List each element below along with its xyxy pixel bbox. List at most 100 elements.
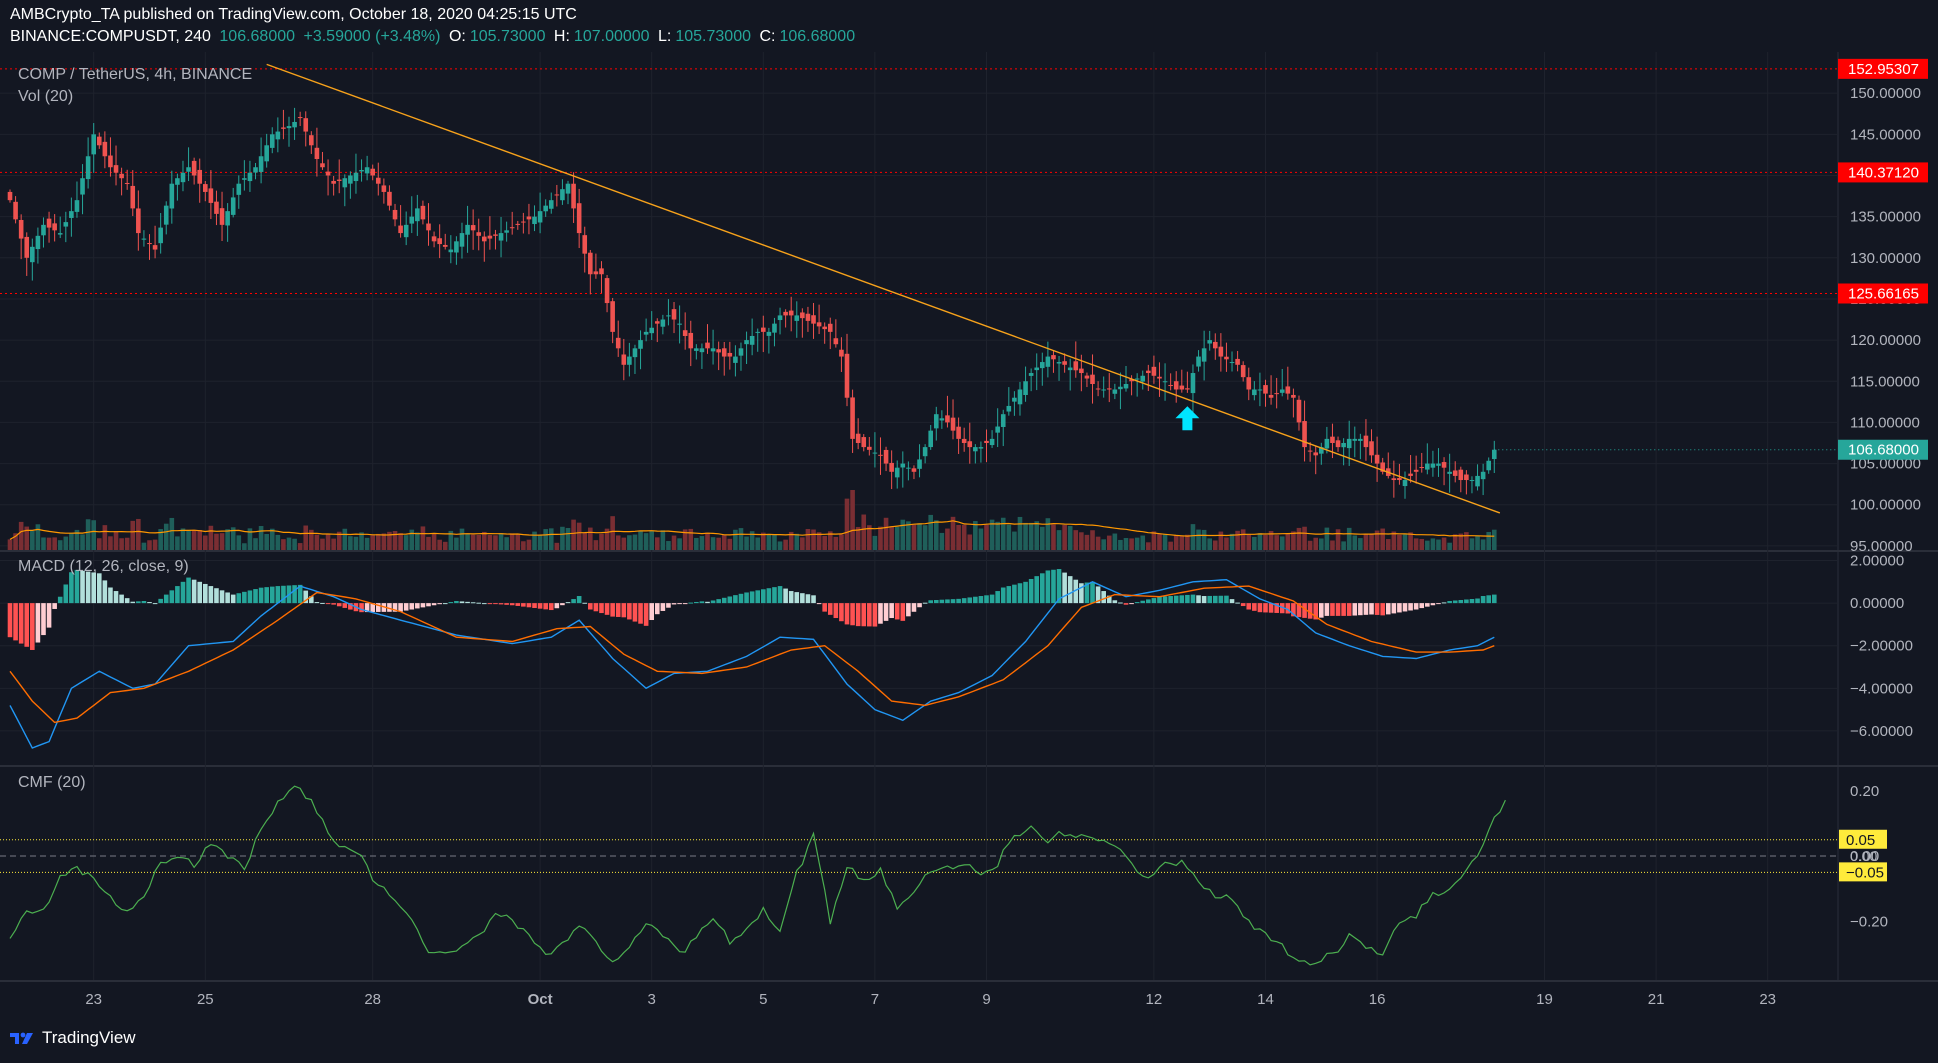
volume-bar	[420, 526, 426, 550]
candle-body	[1447, 471, 1452, 474]
volume-bar	[136, 518, 141, 550]
macd-histogram-bar	[74, 569, 80, 604]
candle-body	[1235, 358, 1240, 365]
candle-body	[861, 437, 867, 448]
candle-body	[906, 467, 911, 469]
volume-bar	[191, 529, 197, 550]
candle-body	[1106, 388, 1112, 390]
macd-histogram-bar	[822, 603, 827, 612]
macd-histogram-bar	[593, 603, 599, 612]
candle-body	[1296, 399, 1302, 423]
volume-bar	[1413, 538, 1419, 550]
candle-body	[1196, 356, 1201, 367]
volume-bar	[242, 543, 247, 550]
candle-body	[850, 397, 855, 439]
volume-bar	[24, 526, 30, 550]
volume-bar	[465, 533, 470, 550]
macd-histogram-bar	[1168, 596, 1173, 604]
cmf-pane[interactable]	[0, 785, 1838, 966]
volume-bar	[1385, 539, 1391, 550]
volume-bar	[381, 533, 387, 550]
macd-histogram-bar	[576, 596, 582, 604]
volume-bar	[509, 533, 515, 550]
candle-body	[1240, 365, 1246, 378]
candle-body	[130, 185, 136, 209]
volume-bar	[275, 534, 281, 550]
macd-histogram-bar	[247, 590, 253, 604]
macd-histogram-bar	[917, 603, 922, 608]
candle-body	[1246, 377, 1252, 390]
candle-body	[660, 319, 666, 327]
volume-bar	[102, 525, 108, 550]
macd-histogram-bar	[1268, 603, 1274, 613]
candle-body	[258, 156, 264, 172]
candle-body	[1134, 378, 1140, 380]
volume-bar	[348, 536, 353, 550]
candle-body	[582, 235, 588, 254]
candle-body	[1224, 356, 1229, 360]
macd-histogram-bar	[839, 603, 844, 622]
volume-bar	[69, 533, 74, 550]
candle-body	[1162, 381, 1168, 383]
volume-bar	[744, 536, 749, 550]
tradingview-footer[interactable]: TradingView	[8, 1028, 136, 1048]
macd-histogram-bar	[1458, 599, 1464, 604]
candle-body	[214, 201, 219, 214]
macd-histogram-bar	[1447, 600, 1452, 604]
volume-bar	[839, 534, 844, 550]
volume-bar	[1480, 539, 1486, 550]
candle-body	[1380, 462, 1385, 472]
volume-bar	[1302, 526, 1307, 550]
price-pane[interactable]	[0, 63, 1838, 550]
time-tick-label: 19	[1536, 991, 1553, 1008]
volume-bar	[1352, 535, 1358, 550]
macd-histogram-bar	[844, 603, 850, 625]
macd-histogram-bar	[203, 583, 208, 604]
macd-histogram-bar	[1285, 603, 1291, 614]
macd-histogram-bar	[1235, 602, 1240, 604]
macd-histogram-bar	[1486, 595, 1491, 604]
candle-body	[967, 441, 973, 448]
volume-bar	[415, 532, 420, 550]
candle-body	[476, 232, 482, 236]
volume-bar	[733, 529, 738, 550]
macd-histogram-bar	[1090, 581, 1095, 604]
volume-bar	[1051, 524, 1056, 550]
macd-histogram-bar	[108, 587, 113, 604]
macd-histogram-bar	[1134, 602, 1140, 604]
macd-histogram-bar	[1006, 586, 1012, 604]
price-tick-label: 110.00000	[1850, 414, 1920, 431]
candle-body	[459, 233, 465, 247]
footer-brand: TradingView	[42, 1028, 136, 1047]
volume-bar	[1034, 521, 1040, 550]
cmf-tick-label: 0.20	[1850, 783, 1879, 800]
close-value: 106.68000	[779, 28, 856, 45]
volume-bar	[52, 537, 57, 550]
level-price-label: 125.66165	[1848, 285, 1919, 302]
time-tick-label: 23	[1759, 991, 1776, 1008]
macd-histogram-bar	[615, 603, 621, 617]
volume-bar	[35, 524, 41, 550]
volume-bar	[30, 530, 35, 550]
macd-histogram-bar	[867, 603, 872, 627]
candle-body	[292, 121, 297, 128]
volume-bar	[46, 537, 52, 550]
candle-body	[939, 418, 945, 421]
cmf-line	[9, 785, 1506, 966]
volume-bar	[694, 537, 699, 550]
candle-body	[1330, 436, 1335, 443]
volume-bar	[203, 535, 208, 550]
macd-histogram-bar	[398, 603, 403, 612]
candle-body	[766, 331, 772, 336]
volume-bar	[1006, 524, 1012, 550]
price-tick-label: 150.00000	[1850, 85, 1921, 102]
volume-bar	[666, 541, 671, 550]
candle-body	[761, 327, 766, 332]
macd-pane[interactable]	[7, 569, 1497, 749]
volume-bar	[811, 529, 816, 550]
volume-bar	[688, 528, 694, 550]
macd-histogram-bar	[682, 603, 688, 605]
candle-body	[236, 183, 242, 195]
candle-body	[521, 221, 526, 223]
